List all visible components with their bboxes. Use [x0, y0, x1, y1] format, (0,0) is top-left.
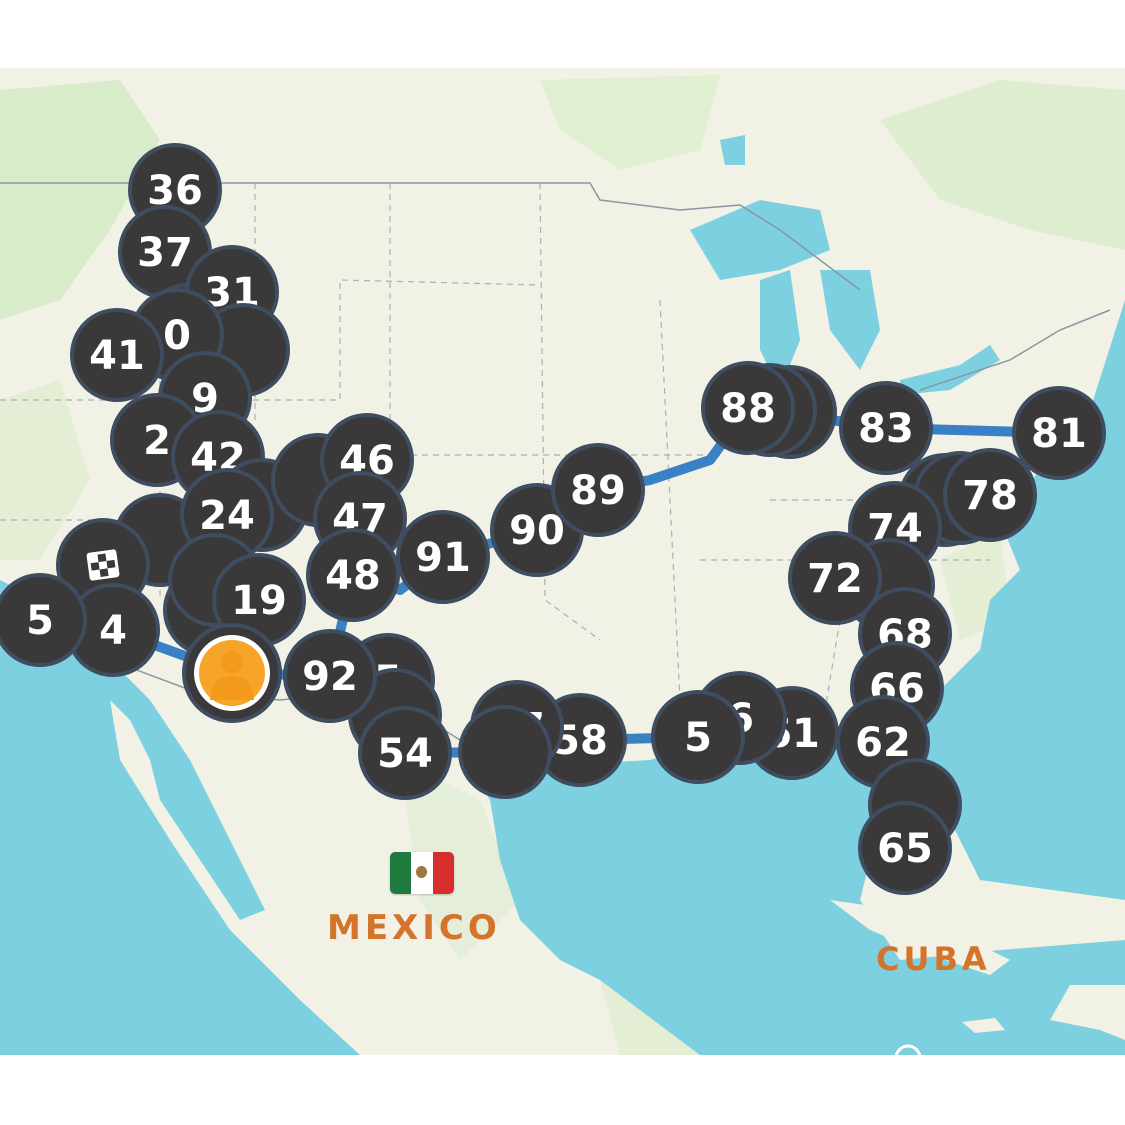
marker-circle: [788, 531, 882, 625]
marker-label: 19: [231, 578, 287, 624]
marker-circle: [701, 361, 795, 455]
trip-marker[interactable]: 88: [701, 361, 795, 455]
marker-circle: [358, 706, 452, 800]
trip-marker[interactable]: 4: [66, 583, 160, 677]
trip-marker[interactable]: 81: [1012, 386, 1106, 480]
marker-label: 62: [855, 720, 911, 766]
trip-marker[interactable]: 41: [70, 308, 164, 402]
trip-marker[interactable]: 54: [358, 706, 452, 800]
trip-marker[interactable]: 48: [306, 528, 400, 622]
marker-circle: [283, 629, 377, 723]
marker-circle: [396, 510, 490, 604]
marker-label: 83: [858, 406, 914, 452]
mexico-flag-icon: [390, 852, 454, 894]
marker-label: 24: [199, 493, 255, 539]
marker-label: 48: [325, 553, 381, 599]
marker-label: 88: [720, 386, 776, 432]
caribbean-islands: [830, 900, 1125, 1040]
marker-label: 65: [877, 826, 933, 872]
country-label-cuba: CUBA: [876, 940, 991, 978]
trip-marker[interactable]: 72: [788, 531, 882, 625]
marker-label: 41: [89, 333, 145, 379]
checkered-flag-icon: [86, 549, 120, 581]
marker-label: 5: [26, 598, 54, 644]
trip-marker[interactable]: 92: [283, 629, 377, 723]
marker-label: 89: [570, 468, 626, 514]
trip-marker[interactable]: 89: [551, 443, 645, 537]
marker-circle: [458, 705, 552, 799]
marker-label: 81: [1031, 411, 1087, 457]
marker-circle: [651, 690, 745, 784]
marker-label: 90: [509, 508, 565, 554]
marker-label: 4: [99, 608, 127, 654]
marker-label: 91: [415, 535, 471, 581]
marker-label: 54: [377, 731, 433, 777]
marker-circle: [943, 448, 1037, 542]
marker-label: 92: [302, 654, 358, 700]
country-label-mexico: MEXICO: [327, 908, 501, 948]
marker-circle: [306, 528, 400, 622]
marker-circle: [551, 443, 645, 537]
marker-label: 78: [962, 473, 1018, 519]
trip-marker[interactable]: 83: [839, 381, 933, 475]
trip-marker[interactable]: 5: [0, 573, 87, 667]
current-location-avatar[interactable]: [182, 623, 282, 723]
marker-circle: [70, 308, 164, 402]
trip-marker[interactable]: 5: [651, 690, 745, 784]
trip-marker[interactable]: [458, 705, 552, 799]
locate-ring-icon[interactable]: [894, 1044, 922, 1055]
marker-label: 72: [807, 556, 863, 602]
marker-circle: [0, 573, 87, 667]
trip-marker[interactable]: 37: [118, 205, 212, 299]
trip-marker[interactable]: 78: [943, 448, 1037, 542]
trip-marker[interactable]: 65: [858, 801, 952, 895]
trip-marker[interactable]: 91: [396, 510, 490, 604]
marker-circle: [858, 801, 952, 895]
marker-label: 37: [137, 230, 193, 276]
marker-label: 0: [163, 313, 191, 359]
marker-label: 5: [684, 715, 712, 761]
marker-circle: [1012, 386, 1106, 480]
marker-circle: [839, 381, 933, 475]
marker-label: 2: [143, 418, 171, 464]
